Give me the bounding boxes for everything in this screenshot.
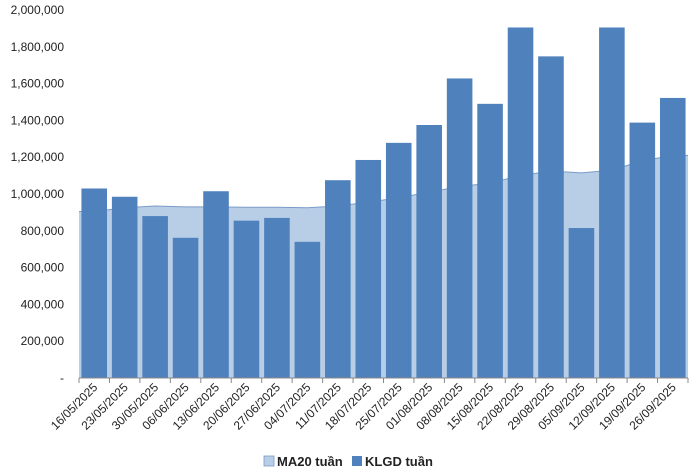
volume-bar: [81, 188, 108, 378]
volume-bar: [264, 217, 290, 378]
y-tick-label: 1,000,000: [11, 187, 65, 201]
volume-bar: [385, 142, 412, 378]
y-tick-label: 2,000,000: [11, 3, 65, 17]
x-axis: 16/05/202523/05/202530/05/202506/06/2025…: [48, 378, 689, 433]
legend-swatch-klgd: [352, 456, 362, 466]
legend: MA20 tuần KLGD tuần: [263, 454, 433, 469]
legend-label-klgd: KLGD tuần: [365, 454, 433, 469]
volume-bar: [233, 220, 260, 378]
volume-bar: [446, 78, 473, 378]
volume-bar: [659, 97, 686, 379]
y-tick-label: 1,200,000: [11, 150, 65, 164]
plot-area: [79, 27, 688, 379]
volume-bar: [538, 56, 564, 378]
volume-bar: [599, 27, 625, 378]
volume-bar: [355, 159, 382, 378]
y-tick-label: -: [60, 371, 64, 385]
volume-bar: [294, 241, 321, 378]
y-tick-label: 400,000: [21, 297, 65, 311]
volume-bar: [477, 103, 503, 378]
y-tick-label: 1,800,000: [11, 40, 65, 54]
ma20-line: [79, 154, 688, 212]
y-axis: - 200,000 400,000 600,000 800,000 1,000,000 1,…: [11, 3, 65, 385]
volume-bar: [142, 216, 168, 378]
y-tick-label: 1,600,000: [11, 77, 65, 91]
volume-bar: [416, 125, 442, 378]
y-tick-label: 1,400,000: [11, 113, 65, 127]
volume-bar: [111, 196, 138, 378]
y-tick-label: 800,000: [21, 224, 65, 238]
volume-bar: [568, 228, 595, 378]
y-tick-label: 200,000: [21, 334, 65, 348]
volume-bar: [203, 191, 229, 378]
volume-bar: [629, 122, 656, 378]
ma20-area: [79, 155, 688, 378]
y-tick-label: 600,000: [21, 261, 65, 275]
legend-label-ma20: MA20 tuần: [277, 454, 343, 469]
legend-swatch-ma20: [263, 455, 275, 467]
volume-bar: [507, 27, 534, 378]
volume-bar: [325, 180, 351, 378]
volume-bars: [81, 27, 686, 379]
volume-bar: [172, 237, 199, 378]
